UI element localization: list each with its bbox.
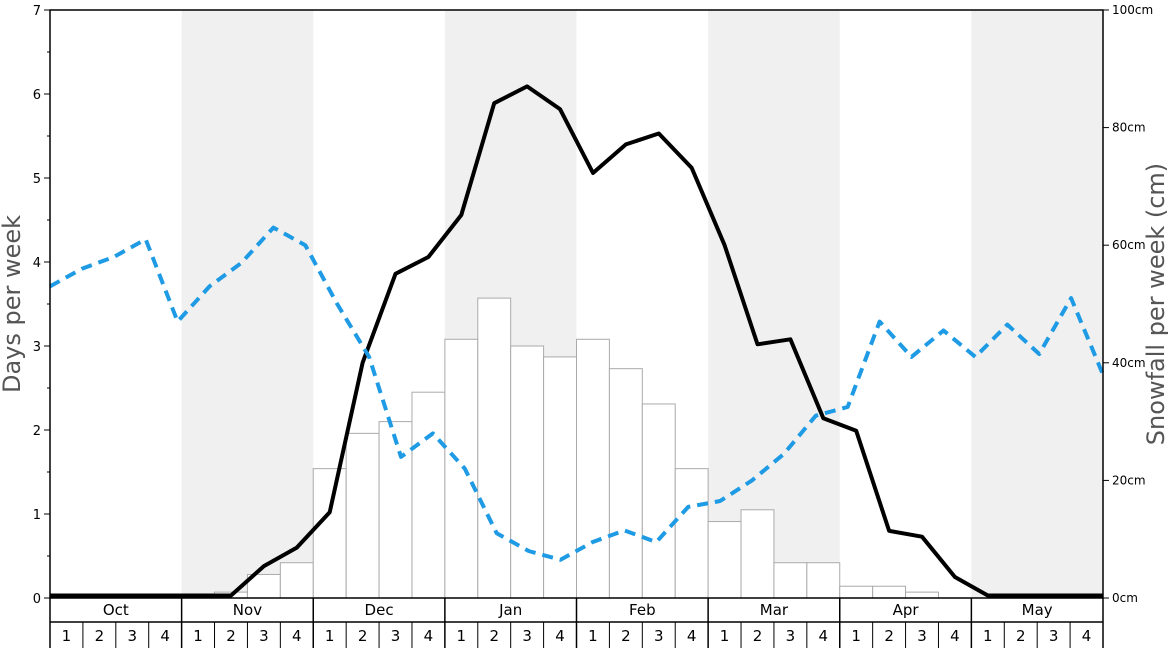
week-label: 2 — [884, 627, 894, 645]
week-label: 4 — [424, 627, 434, 645]
week-label: 4 — [292, 627, 302, 645]
week-label: 3 — [917, 627, 927, 645]
bar — [510, 345, 545, 599]
week-label: 1 — [62, 627, 72, 645]
right-tick-label: 80cm — [1112, 121, 1146, 135]
week-label: 4 — [160, 627, 170, 645]
right-tick-label: 100cm — [1112, 3, 1153, 17]
month-shade — [971, 10, 1103, 598]
week-label: 2 — [621, 627, 631, 645]
bar — [608, 368, 643, 599]
bar — [411, 391, 446, 599]
week-label: 3 — [127, 627, 137, 645]
week-label: 1 — [588, 627, 598, 645]
bar — [707, 521, 742, 599]
left-tick-label: 2 — [33, 424, 41, 439]
left-axis-title: Days per week — [0, 215, 26, 393]
week-label: 4 — [555, 627, 565, 645]
week-label: 2 — [95, 627, 105, 645]
bar — [576, 338, 610, 599]
week-label: 1 — [325, 627, 335, 645]
right-tick-label: 20cm — [1112, 473, 1146, 487]
week-label: 3 — [522, 627, 532, 645]
week-label: 4 — [687, 627, 697, 645]
right-tick-label: 40cm — [1112, 356, 1146, 370]
month-shade — [708, 10, 840, 598]
bar — [674, 468, 709, 599]
month-label: Apr — [893, 601, 920, 619]
week-label: 3 — [1049, 627, 1059, 645]
week-label: 4 — [819, 627, 829, 645]
left-tick-label: 0 — [33, 592, 41, 607]
week-label: 3 — [786, 627, 796, 645]
week-label: 1 — [457, 627, 467, 645]
month-week-table: Oct 1 2 3 4 Nov 1 2 3 4 Dec 1 2 3 4 Jan 1 2 3 4 Feb 1 2 3 4 Mar 1 2… — [49, 598, 1104, 648]
week-label: 3 — [391, 627, 401, 645]
bar — [279, 562, 314, 599]
bar — [872, 585, 907, 599]
right-tick-label: 60cm — [1112, 238, 1146, 252]
month-label: Mar — [760, 601, 789, 619]
week-label: 1 — [851, 627, 861, 645]
bar — [773, 562, 808, 599]
bar — [345, 432, 380, 599]
month-shade — [181, 10, 314, 598]
month-label: May — [1022, 601, 1053, 619]
month-label: Feb — [629, 601, 656, 619]
bar — [543, 356, 577, 599]
week-label: 2 — [1016, 627, 1026, 645]
bar — [378, 421, 413, 599]
week-label: 2 — [753, 627, 763, 645]
snowfall-line — [49, 225, 1105, 562]
week-label: 1 — [983, 627, 993, 645]
month-label: Dec — [365, 601, 394, 619]
week-label: 1 — [193, 627, 203, 645]
month-label: Nov — [233, 601, 262, 619]
week-label: 1 — [720, 627, 730, 645]
bar — [641, 403, 676, 599]
left-tick-label: 3 — [33, 340, 41, 355]
left-tick-label: 1 — [33, 508, 41, 523]
left-tick-label: 7 — [33, 4, 41, 19]
bar — [477, 297, 512, 599]
week-label: 4 — [1082, 627, 1092, 645]
snow-days-bars — [214, 297, 939, 599]
left-tick-label: 6 — [33, 88, 41, 103]
week-label: 3 — [654, 627, 664, 645]
bar — [740, 509, 775, 599]
bar — [905, 591, 939, 599]
week-label: 3 — [259, 627, 269, 645]
bar — [312, 468, 347, 599]
week-label: 4 — [950, 627, 960, 645]
left-tick-label: 5 — [33, 172, 41, 187]
week-label: 2 — [489, 627, 499, 645]
bar — [444, 338, 479, 599]
right-axis-title: Snowfall per week (cm) — [1142, 163, 1168, 445]
month-label: Jan — [498, 601, 522, 619]
week-label: 2 — [358, 627, 368, 645]
snow-days-line — [50, 84, 1103, 598]
week-label: 2 — [226, 627, 236, 645]
bar — [839, 585, 874, 599]
right-tick-label: 0cm — [1112, 591, 1138, 605]
series-lines — [49, 84, 1105, 598]
bar — [806, 562, 841, 599]
month-label: Oct — [103, 601, 129, 619]
left-tick-label: 4 — [33, 256, 41, 271]
